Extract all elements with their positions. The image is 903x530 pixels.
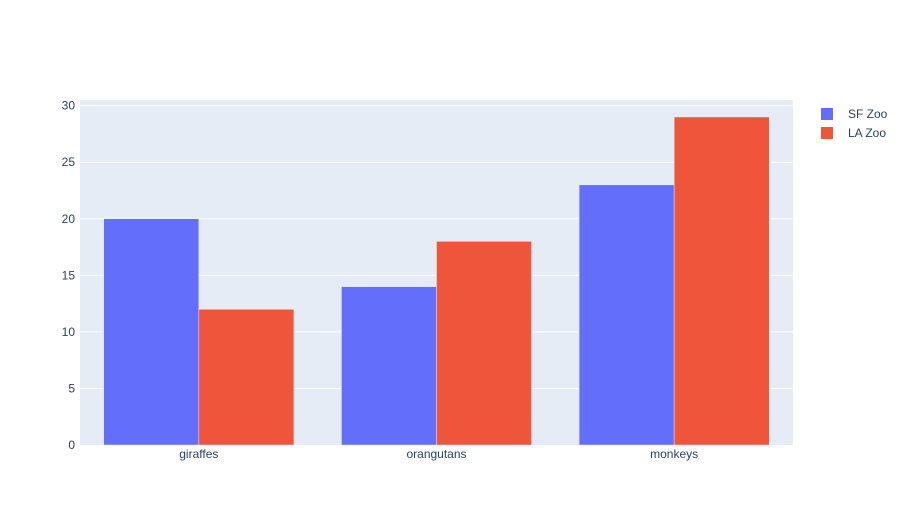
legend-label: SF Zoo — [848, 107, 888, 121]
bar-la-zoo-giraffes[interactable] — [198, 309, 295, 446]
x-tick-label: giraffes — [179, 447, 218, 461]
y-tick-label: 15 — [62, 268, 76, 282]
legend-item-sf-zoo[interactable]: SF Zoo — [821, 107, 888, 121]
bars — [103, 116, 770, 446]
bar-la-zoo-monkeys[interactable] — [673, 116, 770, 446]
y-tick-label: 5 — [68, 381, 75, 395]
x-tick-label: orangutans — [406, 447, 466, 461]
bar-sf-zoo-giraffes[interactable] — [103, 218, 200, 446]
y-tick-label: 30 — [62, 99, 76, 113]
y-tick-label: 0 — [68, 438, 75, 452]
legend-label: LA Zoo — [848, 126, 886, 140]
legend-item-la-zoo[interactable]: LA Zoo — [821, 126, 886, 140]
x-tick-label: monkeys — [650, 447, 698, 461]
bar-la-zoo-orangutans[interactable] — [436, 241, 532, 446]
legend-swatch — [821, 127, 833, 139]
y-tick-label: 10 — [62, 325, 76, 339]
legend[interactable]: SF Zoo LA Zoo — [821, 107, 888, 140]
legend-swatch — [821, 108, 833, 120]
y-tick-label: 25 — [62, 155, 76, 169]
x-axis-ticks: giraffes orangutans monkeys — [179, 447, 698, 461]
bar-sf-zoo-monkeys[interactable] — [578, 184, 675, 446]
bar-sf-zoo-orangutans[interactable] — [341, 286, 437, 446]
y-axis-ticks: 0 5 10 15 20 25 30 — [62, 99, 76, 452]
y-tick-label: 20 — [62, 212, 76, 226]
